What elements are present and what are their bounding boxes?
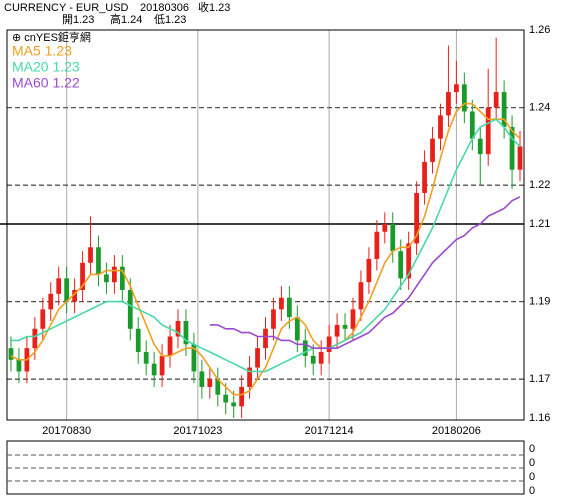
y-tick-label: 1.16 bbox=[529, 412, 550, 424]
candle-body bbox=[302, 340, 308, 356]
indicator-tick: 0 bbox=[529, 443, 535, 455]
indicator-tick: 0 bbox=[529, 471, 535, 483]
x-tick-label: 20171214 bbox=[305, 425, 354, 437]
ma-line bbox=[10, 102, 521, 396]
candle-body bbox=[8, 348, 14, 360]
y-tick-label: 1.21 bbox=[529, 218, 550, 230]
indicator-tick: 0 bbox=[529, 457, 535, 469]
candle-body bbox=[493, 92, 499, 108]
candle-body bbox=[207, 379, 213, 387]
indicator-tick: 0 bbox=[529, 485, 535, 497]
date: 20180306 bbox=[140, 2, 189, 14]
candle-body bbox=[469, 111, 475, 139]
candle-body bbox=[159, 355, 165, 376]
candle-body bbox=[366, 258, 372, 283]
candle-body bbox=[40, 309, 46, 329]
candle-body bbox=[382, 224, 388, 232]
candle-body bbox=[255, 348, 260, 368]
candle-body bbox=[215, 379, 221, 395]
candle-body bbox=[135, 328, 141, 353]
candle-body bbox=[461, 84, 467, 112]
candle-body bbox=[64, 278, 70, 302]
candle-body bbox=[454, 84, 459, 93]
candle-body bbox=[247, 367, 252, 387]
brand: ⊕ cnYES鉅亨網 bbox=[12, 30, 91, 44]
candle-body bbox=[271, 309, 276, 329]
candle-body bbox=[318, 352, 324, 364]
y-tick-label: 1.24 bbox=[529, 102, 550, 114]
candle-body bbox=[501, 92, 507, 127]
candle-body bbox=[199, 371, 205, 387]
candle-body bbox=[446, 92, 451, 116]
x-tick-label: 20170830 bbox=[42, 425, 91, 437]
candle-body bbox=[223, 394, 229, 403]
plot-frame bbox=[6, 29, 525, 421]
open-price: 開1.23 bbox=[62, 13, 94, 26]
y-tick-label: 1.17 bbox=[529, 373, 550, 385]
y-tick-label: 1.19 bbox=[529, 296, 550, 308]
candle-body bbox=[438, 115, 443, 139]
candle-body bbox=[422, 161, 427, 193]
close-price: 收1.23 bbox=[198, 0, 230, 14]
candle-body bbox=[56, 278, 62, 294]
candle-body bbox=[342, 324, 348, 329]
candle-body bbox=[16, 359, 22, 372]
ma-line bbox=[11, 118, 521, 373]
x-tick-label: 20171023 bbox=[173, 425, 222, 437]
candle-body bbox=[239, 386, 245, 407]
candle-body bbox=[263, 328, 268, 349]
candle-body bbox=[390, 224, 396, 252]
y-tick-label: 1.26 bbox=[529, 24, 550, 36]
candle-body bbox=[167, 336, 173, 356]
candle-body bbox=[358, 282, 364, 310]
candle-body bbox=[231, 402, 237, 407]
candle-body bbox=[48, 293, 54, 310]
plot: 20170830 20171023 20171214 20180206 1.16 1.17… bbox=[0, 24, 550, 437]
legend-entry: MA20 1.23 bbox=[12, 59, 80, 75]
candle-body bbox=[88, 247, 93, 263]
candle-body bbox=[96, 247, 101, 275]
candle-body bbox=[143, 352, 149, 364]
candle-body bbox=[127, 289, 133, 329]
candle-body bbox=[310, 355, 316, 364]
legend-entry: MA5 1.23 bbox=[12, 43, 72, 59]
candle-body bbox=[32, 328, 38, 349]
candle-body bbox=[326, 336, 332, 353]
candle-body bbox=[72, 289, 77, 302]
candle-body bbox=[151, 363, 157, 376]
candle-body bbox=[111, 266, 117, 283]
candle-body bbox=[398, 251, 404, 279]
candle-body bbox=[334, 324, 340, 337]
candle-body bbox=[430, 138, 435, 162]
candle-body bbox=[294, 317, 300, 341]
candle-body bbox=[517, 146, 523, 170]
candle-body bbox=[414, 192, 420, 244]
candle-body bbox=[183, 321, 189, 345]
candle-body bbox=[80, 262, 85, 290]
candle-body bbox=[406, 243, 412, 279]
low-price: 低1.23 bbox=[154, 13, 186, 26]
candle-body bbox=[509, 127, 515, 170]
candle-body bbox=[175, 321, 181, 337]
candle-body bbox=[104, 274, 109, 283]
candle-body bbox=[485, 107, 491, 155]
candle-body bbox=[374, 231, 380, 259]
candle-body bbox=[350, 309, 356, 329]
candle-body bbox=[477, 138, 483, 155]
ma-line bbox=[209, 196, 521, 349]
candle-body bbox=[286, 297, 292, 318]
candle-body bbox=[119, 266, 125, 290]
symbol: CURRENCY - EUR_USD bbox=[4, 2, 129, 14]
candle-body bbox=[191, 344, 197, 372]
candle-body bbox=[279, 297, 284, 310]
high-price: 高1.24 bbox=[110, 12, 142, 26]
x-tick-label: 20180206 bbox=[432, 425, 481, 437]
y-tick-label: 1.22 bbox=[529, 179, 550, 191]
legend-entry: MA60 1.22 bbox=[12, 75, 80, 91]
